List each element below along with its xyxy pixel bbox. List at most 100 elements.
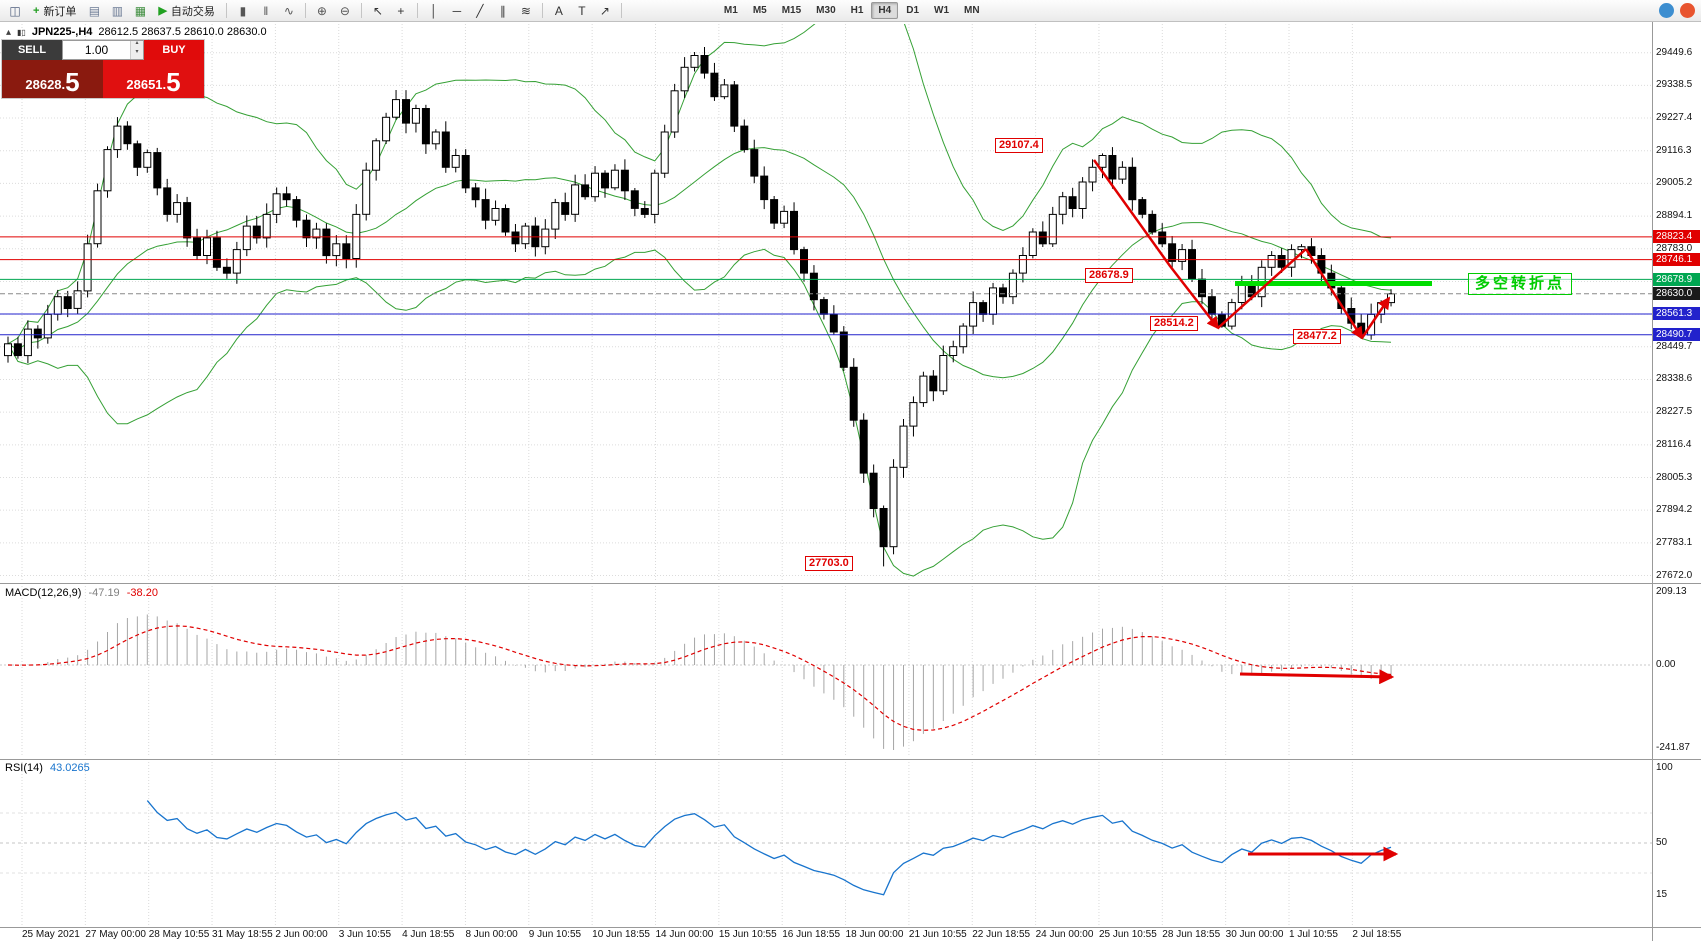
price-annotation[interactable]: 28477.2 [1293, 329, 1341, 344]
candle [1297, 246, 1306, 251]
macd-signal-line [7, 625, 1392, 731]
volume-decrease-button[interactable]: ▾ [131, 49, 143, 59]
auto-trading-button[interactable]: ▶ 自动交易 [158, 5, 215, 18]
horizontal-line-icon[interactable]: ─ [452, 3, 462, 18]
chart-title: JPN225-,H4 [31, 26, 93, 38]
price-axis-tick: 28005.3 [1656, 471, 1693, 483]
candle [113, 125, 122, 151]
price-annotation[interactable]: 27703.0 [805, 556, 853, 571]
trendline-icon[interactable]: ╱ [476, 3, 484, 18]
time-axis-label: 4 Jun 18:55 [402, 929, 455, 940]
new-order-button[interactable]: + 新订单 [33, 4, 77, 18]
zoom-in-icon[interactable]: ⊕ [316, 3, 327, 18]
indicator-arrow[interactable] [1239, 669, 1395, 685]
collapse-one-click-icon[interactable]: ▴ [6, 26, 12, 38]
candle [1048, 213, 1057, 245]
turning-point-note[interactable]: 多空转折点 [1468, 273, 1573, 295]
trend-arrow[interactable] [1217, 248, 1307, 329]
price-badge: 28630.0 [1653, 287, 1700, 301]
candle [1138, 199, 1147, 215]
trend-arrow[interactable] [1360, 296, 1391, 339]
time-axis-label: 15 Jun 10:55 [718, 929, 777, 940]
macd-pane[interactable] [0, 614, 1652, 751]
time-axis-label: 25 Jun 10:55 [1098, 929, 1157, 940]
timeframe-w1[interactable]: W1 [934, 5, 950, 16]
candle [1128, 166, 1137, 201]
candle [232, 249, 241, 274]
label-icon[interactable]: T [578, 3, 586, 18]
price-annotation[interactable]: 28514.2 [1150, 316, 1198, 331]
timeframe-h1[interactable]: H1 [850, 5, 864, 16]
notifications-icon[interactable] [1680, 3, 1695, 18]
price-badge: 28490.7 [1653, 328, 1700, 342]
candle [979, 302, 988, 315]
candle [292, 199, 301, 221]
fibonacci-icon[interactable]: ≋ [520, 3, 531, 18]
candle [501, 208, 510, 233]
sell-price[interactable]: 28628. 5 [2, 60, 103, 98]
community-icon[interactable] [1659, 3, 1674, 18]
trend-arrow[interactable] [1092, 159, 1220, 330]
channel-icon[interactable]: ∥ [499, 3, 506, 18]
volume-input[interactable] [63, 41, 130, 59]
candle [1088, 166, 1097, 183]
volume-spinner: ▴ ▾ [130, 40, 143, 59]
buy-button[interactable]: BUY [144, 40, 204, 60]
sell-button[interactable]: SELL [2, 40, 62, 60]
line-chart-icon[interactable]: ∿ [283, 3, 294, 18]
timeframe-m30[interactable]: M30 [816, 5, 836, 16]
market-watch-icon[interactable]: ▤ [88, 3, 101, 18]
volume-field: ▴ ▾ [62, 40, 144, 60]
candle [1058, 196, 1067, 215]
charts-grid-icon[interactable]: ◫ [9, 3, 21, 18]
candle [601, 172, 609, 189]
cursor-icon[interactable]: ↖ [372, 3, 383, 18]
macd-axis-min: -241.87 [1656, 742, 1690, 753]
terminal-icon[interactable]: ▦ [134, 3, 147, 18]
timeframe-m15[interactable]: M15 [781, 5, 802, 16]
zoom-out-icon[interactable]: ⊖ [339, 3, 350, 18]
toolbar-separator [541, 3, 543, 18]
timeframe-m1[interactable]: M1 [723, 5, 738, 16]
vertical-line-icon[interactable]: │ [430, 3, 438, 18]
price-annotation[interactable]: 29107.4 [995, 138, 1043, 153]
candle [461, 155, 470, 189]
candle [392, 99, 400, 118]
crosshair-icon[interactable]: + [397, 3, 405, 18]
timeframe-m5[interactable]: M5 [752, 5, 767, 16]
volume-increase-button[interactable]: ▴ [131, 40, 143, 50]
candle [491, 208, 500, 221]
candle [561, 202, 570, 215]
candle [670, 90, 679, 133]
text-icon[interactable]: A [554, 3, 563, 18]
navigator-icon[interactable]: ▥ [111, 3, 124, 18]
candle [541, 228, 550, 248]
candle [630, 190, 639, 209]
candle [790, 210, 798, 251]
timeframe-h4[interactable]: H4 [871, 2, 899, 19]
time-axis-label: 8 Jun 00:00 [465, 929, 518, 940]
candle [710, 72, 719, 98]
time-axis-label: 3 Jun 10:55 [338, 929, 392, 940]
timeframe-d1[interactable]: D1 [906, 5, 920, 16]
timeframe-mn[interactable]: MN [964, 5, 980, 16]
candle [1008, 272, 1017, 298]
bar-chart-icon[interactable]: ‖ [263, 3, 269, 18]
trend-arrow[interactable] [1304, 248, 1364, 340]
candle [222, 266, 231, 274]
time-axis-label: 9 Jun 10:55 [528, 929, 582, 940]
price-pane[interactable] [4, 0, 1395, 577]
arrows-icon[interactable]: ↗ [599, 3, 610, 18]
candlestick-chart-icon[interactable]: ▮ [239, 3, 247, 18]
candle [212, 237, 221, 268]
buy-price[interactable]: 28651. 5 [103, 60, 204, 98]
price-axis-tick: 28894.1 [1656, 210, 1693, 222]
timeframe-group: M1 M5 M15 M30 H1 H4 D1 W1 MN [717, 2, 987, 19]
toolbar-separator [360, 3, 362, 18]
rsi-pane[interactable] [0, 800, 1652, 896]
candle [33, 328, 42, 339]
price-annotation[interactable]: 28678.9 [1085, 268, 1133, 283]
time-axis-label: 18 Jun 00:00 [845, 929, 904, 940]
candle [83, 243, 92, 292]
